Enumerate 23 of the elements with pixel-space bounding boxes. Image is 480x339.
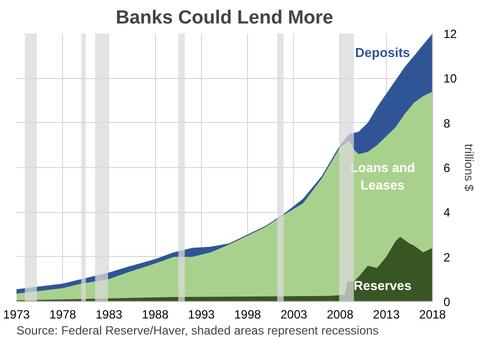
series-label: Loans and Leases	[350, 160, 416, 192]
x-tick-label: 1998	[234, 308, 262, 322]
y-tick-label: 0	[444, 295, 450, 309]
y-tick-label: 12	[444, 27, 458, 41]
x-tick-label: 2008	[326, 308, 354, 322]
series-label: Deposits	[355, 44, 410, 60]
y-tick-label: 4	[444, 206, 450, 220]
x-tick-label: 1988	[142, 308, 169, 322]
y-tick-label: 10	[444, 72, 458, 86]
x-tick-label: 2018	[419, 308, 446, 322]
x-tick-label: 2003	[280, 308, 308, 322]
chart-title: Banks Could Lend More	[116, 8, 334, 28]
x-tick-label: 1983	[96, 308, 123, 322]
series-label: Reserves	[354, 278, 412, 293]
x-tick-label: 1993	[188, 308, 216, 322]
y-axis-title: trillions $	[462, 144, 476, 192]
x-tick-label: 1978	[49, 308, 76, 322]
source-note: Source: Federal Reserve/Haver, shaded areas represent recessions	[16, 324, 379, 338]
y-tick-label: 8	[444, 116, 450, 130]
y-tick-label: 2	[444, 250, 450, 264]
x-tick-label: 1973	[3, 308, 30, 322]
y-tick-label: 6	[444, 161, 450, 175]
x-tick-label: 2013	[372, 308, 400, 322]
